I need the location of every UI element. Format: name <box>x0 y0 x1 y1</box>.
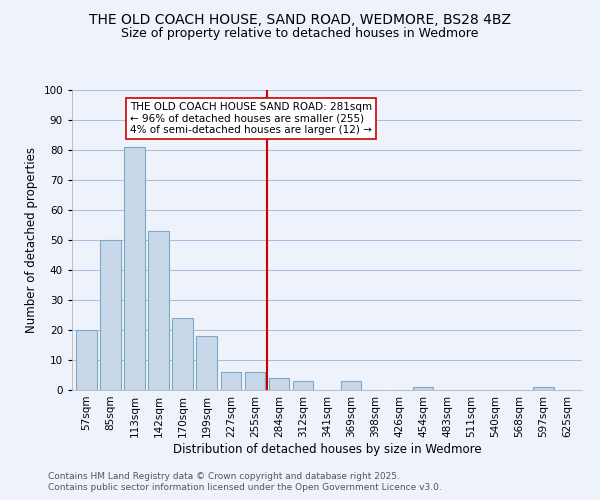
Text: Size of property relative to detached houses in Wedmore: Size of property relative to detached ho… <box>121 28 479 40</box>
Bar <box>196 336 217 390</box>
Bar <box>293 381 313 390</box>
Bar <box>533 387 554 390</box>
Text: THE OLD COACH HOUSE, SAND ROAD, WEDMORE, BS28 4BZ: THE OLD COACH HOUSE, SAND ROAD, WEDMORE,… <box>89 12 511 26</box>
Bar <box>124 147 145 390</box>
Y-axis label: Number of detached properties: Number of detached properties <box>25 147 38 333</box>
Bar <box>413 387 433 390</box>
Bar <box>245 372 265 390</box>
Text: THE OLD COACH HOUSE SAND ROAD: 281sqm
← 96% of detached houses are smaller (255): THE OLD COACH HOUSE SAND ROAD: 281sqm ← … <box>130 102 372 135</box>
Text: Contains public sector information licensed under the Open Government Licence v3: Contains public sector information licen… <box>48 484 442 492</box>
Bar <box>100 240 121 390</box>
Bar <box>76 330 97 390</box>
Bar <box>221 372 241 390</box>
Bar <box>269 378 289 390</box>
Text: Contains HM Land Registry data © Crown copyright and database right 2025.: Contains HM Land Registry data © Crown c… <box>48 472 400 481</box>
X-axis label: Distribution of detached houses by size in Wedmore: Distribution of detached houses by size … <box>173 442 481 456</box>
Bar <box>341 381 361 390</box>
Bar <box>148 231 169 390</box>
Bar <box>172 318 193 390</box>
